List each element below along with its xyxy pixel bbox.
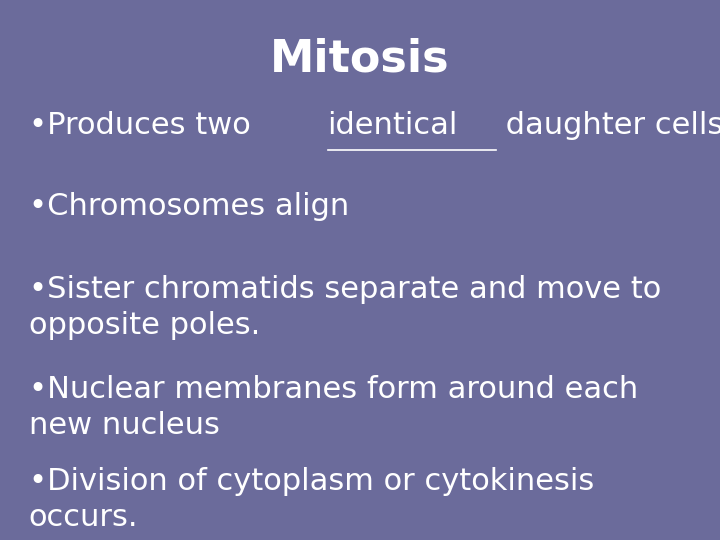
Text: •Nuclear membranes form around each
new nucleus: •Nuclear membranes form around each new … bbox=[29, 375, 638, 440]
Text: •Chromosomes align: •Chromosomes align bbox=[29, 192, 349, 221]
Text: •Division of cytoplasm or cytokinesis
occurs.: •Division of cytoplasm or cytokinesis oc… bbox=[29, 467, 594, 532]
Text: daughter cells: daughter cells bbox=[496, 111, 720, 140]
Text: identical: identical bbox=[328, 111, 458, 140]
Text: •Produces two: •Produces two bbox=[29, 111, 261, 140]
Text: •Sister chromatids separate and move to
opposite poles.: •Sister chromatids separate and move to … bbox=[29, 275, 661, 340]
Text: Mitosis: Mitosis bbox=[270, 38, 450, 81]
